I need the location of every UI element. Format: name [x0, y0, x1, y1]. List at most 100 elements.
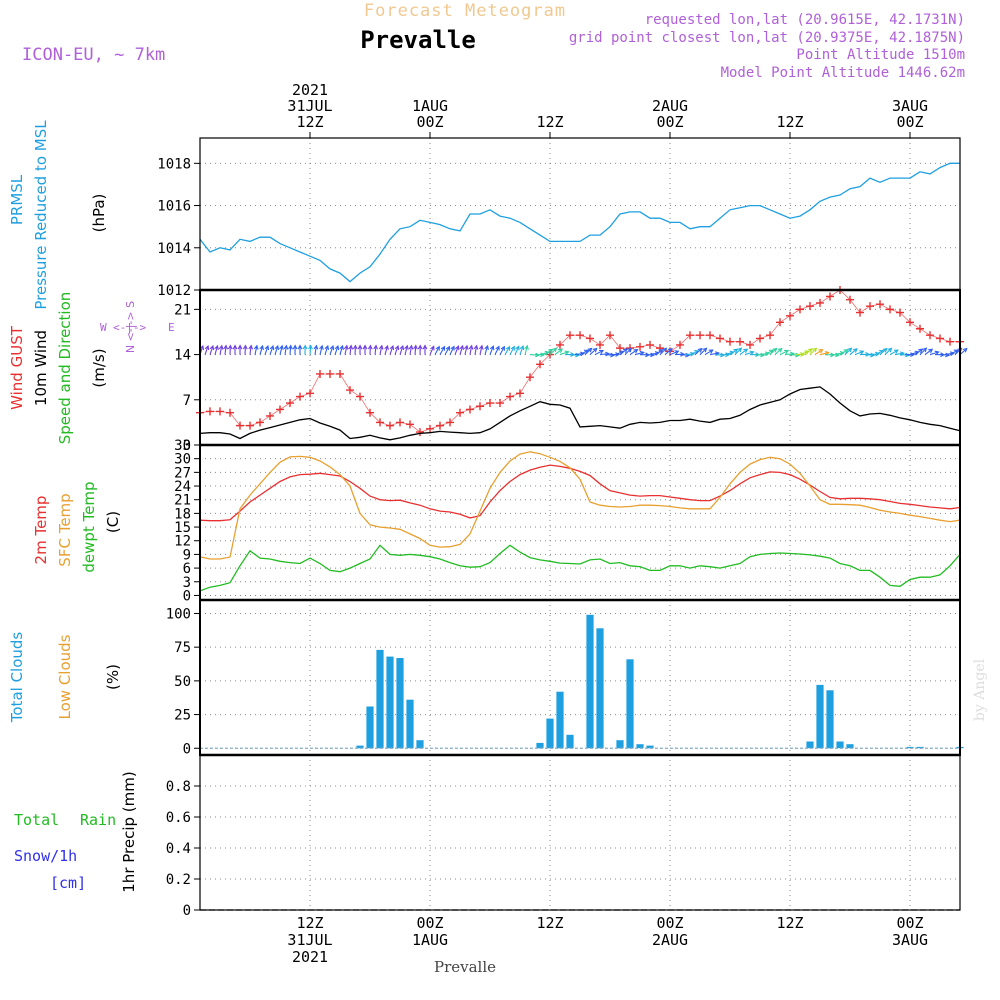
- wind-arrow-head: [313, 344, 319, 350]
- wind-gust-point: [926, 331, 934, 340]
- wind-gust-point: [516, 389, 524, 398]
- wind-arrow-head: [283, 344, 289, 350]
- wind-direction-arrow: [339, 345, 344, 355]
- wind-direction-arrow: [409, 345, 413, 355]
- compass-west: W: [100, 321, 107, 334]
- model-point-altitude: Model Point Altitude 1446.62m: [721, 65, 965, 81]
- pressure-series-line: [199, 162, 960, 283]
- wind-gust-point: [376, 418, 384, 427]
- wind-direction-arrow: [259, 345, 264, 355]
- wind-arrow-head: [772, 347, 778, 353]
- wind-gust-point: [726, 337, 734, 346]
- chart-location-title: Prevalle: [360, 26, 476, 54]
- pressure-unit-label: (hPa): [90, 194, 108, 233]
- wind-direction-arrow: [814, 349, 823, 356]
- wind-arrow-head: [627, 347, 633, 353]
- wind-direction-arrow: [624, 347, 632, 355]
- wind-direction-arrow: [284, 345, 287, 355]
- wind-arrow-head: [495, 345, 500, 351]
- total-cloud-bar: [916, 746, 924, 749]
- wind-direction-arrow: [264, 345, 269, 355]
- wind-direction-arrow: [614, 351, 624, 356]
- wind-direction-arrow: [204, 345, 209, 355]
- y-tick-label: 6: [183, 561, 191, 577]
- wind-direction-arrow: [959, 348, 968, 355]
- wind-arrow-head: [622, 348, 628, 353]
- y-tick-label: 50: [174, 674, 191, 690]
- wind-direction-arrow: [309, 345, 312, 355]
- wind-gust-point: [216, 407, 224, 416]
- y-tick-label: 9: [183, 547, 191, 563]
- wind-arrow-head: [818, 349, 824, 354]
- wind-gust-point: [246, 421, 254, 430]
- wind-gust-point: [786, 311, 794, 320]
- wind-direction-arrow: [429, 346, 435, 355]
- wind-arrow-head: [417, 344, 423, 350]
- wind-gust-point: [256, 418, 264, 427]
- panel-frame: [199, 289, 961, 446]
- wind-arrow-head: [910, 352, 916, 358]
- wind-direction-arrow: [694, 348, 703, 355]
- wind-arrow-head: [680, 351, 686, 357]
- y-tick-label: 0: [183, 903, 191, 919]
- y-tick-label: 0.4: [166, 841, 191, 857]
- wind-direction-arrow: [444, 346, 450, 355]
- wind-direction-arrow: [434, 346, 440, 355]
- wind-direction-arrow: [209, 345, 214, 355]
- wind-direction-arrow: [219, 345, 223, 355]
- wind-direction-arrow: [479, 345, 483, 355]
- wind-arrow-head: [232, 344, 238, 350]
- wind-direction-arrow: [584, 348, 592, 355]
- wind-gust-point: [416, 428, 424, 437]
- wind-arrow-head: [399, 344, 405, 351]
- wind-arrow-head: [579, 351, 586, 357]
- wind-gust-point: [856, 308, 864, 317]
- wind-direction-arrow: [914, 348, 923, 356]
- time-tick-label-bottom: 1AUG: [412, 931, 448, 949]
- time-tick-label-top: 2AUG: [652, 97, 688, 115]
- wind-arrow-head: [812, 347, 818, 353]
- wind-gust-line: [199, 289, 960, 433]
- wind-gust-point: [296, 392, 304, 401]
- wind-direction-arrow: [484, 345, 489, 355]
- wind-direction-arrow: [519, 345, 524, 355]
- panel-frame: [199, 444, 961, 601]
- model-name: ICON-EU, ~ 7km: [22, 45, 165, 65]
- total-cloud-bar: [626, 659, 634, 749]
- wind-arrow-head: [373, 344, 379, 350]
- wind-arrow-head: [384, 344, 389, 350]
- total-cloud-bar: [826, 690, 834, 749]
- axes-layer: 1012101410161018071421036912151821242730…: [157, 81, 961, 966]
- wind-direction-arrow: [474, 345, 478, 355]
- wind-gust-point: [356, 392, 364, 401]
- wind-direction-arrow: [864, 354, 875, 356]
- wind-arrow-head: [478, 344, 484, 350]
- wind-gust-point: [886, 305, 894, 314]
- wind-direction-arrow: [789, 354, 800, 356]
- total-cloud-bar: [366, 706, 374, 749]
- temp-sfc-line: [199, 451, 961, 560]
- wind-arrow-head: [463, 344, 469, 350]
- wind-arrow-head: [348, 344, 354, 350]
- wind-gust-point: [236, 421, 244, 430]
- wind-arrow-head: [218, 344, 224, 350]
- wind-gust-point: [756, 334, 764, 343]
- total-cloud-bar: [396, 658, 404, 749]
- wind-gust-point: [916, 324, 924, 333]
- time-tick-label-bottom: 12Z: [776, 914, 803, 932]
- wind-arrow-head: [905, 352, 911, 358]
- wind-direction-arrow: [344, 345, 348, 355]
- wind-direction-arrow: [629, 349, 638, 356]
- wind-gust-point: [646, 340, 654, 349]
- wind-direction-arrow: [919, 347, 927, 355]
- wind-arrow-head: [484, 344, 489, 350]
- wind-direction-arrow: [659, 347, 667, 355]
- wind-gust-point: [366, 408, 374, 417]
- wind-arrow-head: [352, 344, 358, 350]
- wind-arrow-head: [389, 344, 395, 351]
- temp-2m-label: 2m Temp: [32, 496, 50, 565]
- precip-total-label: Total: [14, 811, 59, 829]
- wind-gust-point: [436, 421, 444, 430]
- wind-arrow-head: [292, 344, 298, 350]
- watermark: by Angel: [972, 658, 988, 721]
